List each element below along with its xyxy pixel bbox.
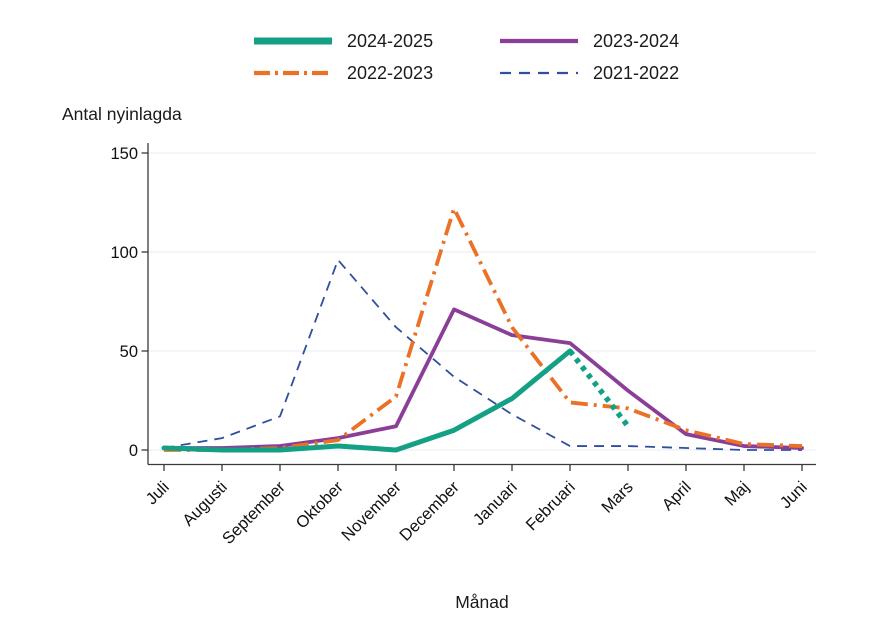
legend-item-2021-2022: 2021-2022 — [499, 58, 699, 88]
x-tick-label: Juni — [777, 478, 811, 512]
x-tick-label: December — [396, 478, 463, 545]
y-axis-title: Antal nyinlagda — [62, 104, 182, 124]
y-tick-label: 150 — [110, 145, 138, 163]
y-tick-label: 100 — [110, 244, 138, 262]
series-line-2021-2022 — [163, 259, 802, 451]
series-line-2024-2025-preliminary-dotted — [567, 349, 631, 428]
legend-line-swatch-2024-2025 — [254, 37, 332, 45]
x-tick-label: Juli — [143, 478, 173, 508]
x-tick-label: September — [219, 478, 289, 548]
x-tick-label: Augusti — [179, 478, 231, 530]
legend-line-swatch-2022-2023 — [254, 70, 332, 76]
legend-label: 2021-2022 — [593, 62, 680, 83]
legend-item-2024-2025: 2024-2025 — [253, 26, 453, 56]
legend: 2024-2025 2022-2023 2023-2024 2021-2022 — [253, 26, 699, 88]
y-tick-label: 0 — [129, 442, 138, 460]
legend-item-2023-2024: 2023-2024 — [499, 26, 699, 56]
legend-line-swatch-2023-2024 — [500, 38, 578, 44]
y-tick-label: 50 — [120, 343, 138, 361]
series-line-2023-2024 — [162, 307, 804, 450]
legend-label: 2022-2023 — [347, 62, 434, 83]
series-line-2024-2025 — [161, 348, 573, 453]
legend-line-swatch-2021-2022 — [500, 71, 578, 75]
legend-label: 2023-2024 — [593, 30, 680, 51]
x-tick-label: Mars — [598, 478, 637, 517]
x-tick-label: April — [659, 478, 695, 514]
x-tick-label: Februari — [523, 478, 579, 534]
x-tick-label: November — [338, 478, 405, 545]
x-tick-label: Januari — [470, 478, 521, 529]
x-tick-label: Oktober — [293, 478, 348, 533]
x-axis-title: Månad — [455, 592, 509, 612]
x-tick-label: Maj — [721, 478, 753, 510]
legend-label: 2024-2025 — [347, 30, 434, 51]
legend-item-2022-2023: 2022-2023 — [253, 58, 453, 88]
